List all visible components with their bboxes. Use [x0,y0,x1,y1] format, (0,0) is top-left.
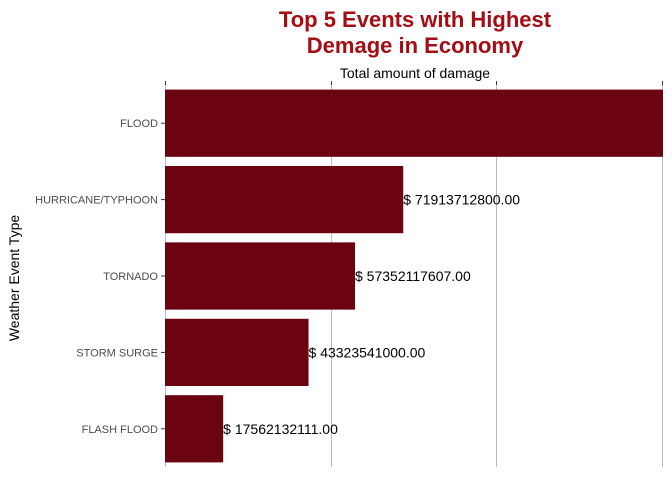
chart-title: Top 5 Events with Highest Demage in Econ… [279,7,552,58]
bar-4 [165,395,224,463]
data-label-4: $ 17562132111.00 [223,421,338,437]
x-axis-title: Total amount of damage [340,65,490,81]
bar-0 [165,89,663,157]
y-tick-label-0: FLOOD [120,118,158,130]
y-tick-label-3: STORM SURGE [76,347,158,359]
y-tick-label-1: HURRICANE/TYPHOON [35,195,158,207]
chart-title-line-2: Demage in Economy [307,33,524,58]
bar-3 [165,318,309,387]
y-tick-labels: FLOOD HURRICANE/TYPHOON TORNADO STORM SURGE… [35,118,165,436]
bars [165,89,663,463]
data-labels: $ 71913712800.00 $ 57352117607.00 $ 433235… [223,192,520,437]
y-axis-title: Weather Event Type [6,215,22,342]
data-label-2: $ 57352117607.00 [355,268,471,284]
data-label-3: $ 43323541000.00 [309,344,426,360]
data-label-1: $ 71913712800.00 [403,192,520,208]
y-tick-label-2: TORNADO [103,271,158,283]
chart-title-line-1: Top 5 Events with Highest [279,7,552,32]
bar-1 [165,165,404,234]
y-tick-label-4: FLASH FLOOD [82,424,158,436]
bar-2 [165,242,356,310]
